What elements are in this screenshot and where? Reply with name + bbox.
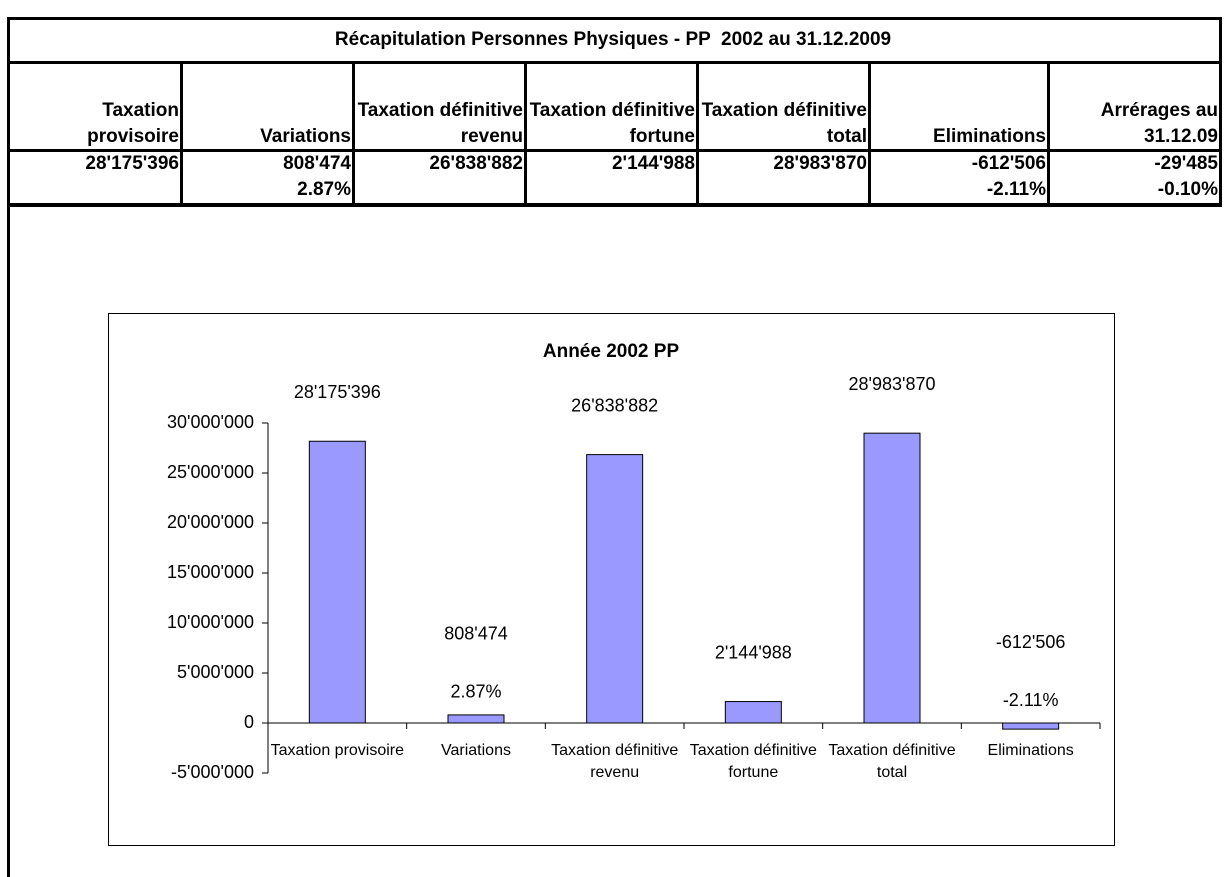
cell-value: 2'144'988 [611, 153, 695, 174]
x-tick-label: Taxation définitive fortune [689, 742, 817, 781]
y-tick-label: -5'000'000 [171, 762, 254, 782]
chart-title: Année 2002 PP [543, 341, 680, 362]
header-cell: Variations [260, 126, 351, 147]
table-border [8, 203, 1222, 207]
table-border [1219, 17, 1222, 207]
cell-value: 28'175'396 [85, 153, 179, 174]
header-cell: Taxation définitive fortune [529, 100, 695, 147]
data-label: 808'474 [444, 624, 508, 644]
data-label: 2'144'988 [715, 642, 792, 662]
cell-percent: -0.10% [1157, 179, 1218, 200]
chart-frame [108, 313, 1115, 846]
header-cell: Taxation définitive revenu [357, 100, 523, 147]
x-tick-label: Taxation définitive revenu [551, 742, 679, 781]
bar [1002, 722, 1060, 730]
x-tick-label: Eliminations [987, 742, 1074, 759]
cell-value: 28'983'870 [773, 153, 867, 174]
cell-value: -29'485 [1154, 153, 1218, 174]
table-border [8, 149, 1222, 152]
data-label: 28'983'870 [849, 374, 936, 394]
cell-percent: -2.11% [986, 179, 1046, 200]
bar [447, 714, 505, 724]
header-cell: Eliminations [933, 126, 1046, 147]
table-title: Récapitulation Personnes Physiques - PP … [334, 29, 892, 50]
data-cell: 808'474 2.87% [181, 150, 353, 205]
cell-value: -612'506 [971, 153, 1046, 174]
header-cell: Taxation définitive total [701, 100, 867, 147]
y-tick-label: 0 [244, 712, 254, 732]
y-tick-label: 20'000'000 [167, 512, 254, 532]
cell-value: 26'838'882 [429, 153, 523, 174]
data-label-percent: 2.87% [450, 682, 501, 702]
table-border [696, 62, 699, 207]
table-border [180, 62, 183, 207]
data-label: -612'506 [996, 632, 1066, 652]
x-tick-label: Taxation définitive total [828, 742, 956, 781]
x-tick-label: Taxation provisoire [270, 742, 405, 759]
data-cell: -29'485 -0.10% [1048, 150, 1220, 205]
data-label-percent: -2.11% [1003, 690, 1059, 710]
y-tick-label: 25'000'000 [167, 462, 254, 482]
header-cell: Arrérages au 31.12.09 [1100, 100, 1218, 147]
data-label: 26'838'882 [571, 395, 658, 415]
bar [308, 440, 366, 724]
data-cell: -612'506 -2.11% [869, 150, 1048, 205]
table-border [352, 62, 355, 207]
table-border [1047, 62, 1050, 207]
bar [586, 454, 644, 724]
table-border [868, 62, 871, 207]
data-label: 28'175'396 [294, 382, 381, 402]
data-cell: 2'144'988 [525, 150, 697, 205]
data-cell: 26'838'882 [353, 150, 525, 205]
table-border [8, 61, 1222, 64]
data-cell: 28'983'870 [697, 150, 869, 205]
y-tick-label: 5'000'000 [177, 662, 254, 682]
x-tick-label: Variations [441, 742, 511, 759]
header-cell: Taxation provisoire [87, 100, 179, 147]
cell-value: 808'474 [283, 153, 351, 174]
bar [724, 701, 782, 724]
y-tick-label: 15'000'000 [167, 562, 254, 582]
bar [863, 432, 921, 724]
y-tick-label: 10'000'000 [167, 612, 254, 632]
data-cell: 28'175'396 [8, 150, 181, 205]
table-border [7, 17, 10, 877]
y-tick-label: 30'000'000 [167, 412, 254, 432]
table-border [8, 17, 1222, 20]
cell-percent: 2.87% [297, 179, 351, 200]
table-border [524, 62, 527, 207]
